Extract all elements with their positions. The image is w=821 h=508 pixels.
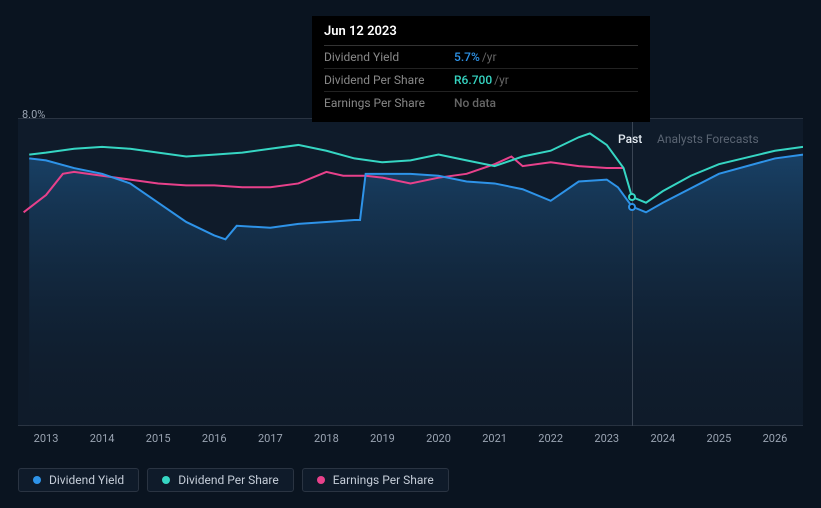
x-axis: 2013 2014 2015 2016 2017 2018 2019 2020 2021 2022… xyxy=(18,432,803,450)
hover-marker xyxy=(628,193,636,201)
tooltip-value: No data xyxy=(454,96,496,110)
legend-item[interactable]: Earnings Per Share xyxy=(302,468,449,492)
region-past-label: Past xyxy=(618,132,642,146)
x-tick: 2024 xyxy=(650,432,675,445)
legend: Dividend Yield Dividend Per Share Earnings… xyxy=(18,468,449,492)
x-tick: 2013 xyxy=(34,432,59,445)
legend-dot-icon xyxy=(162,476,170,484)
x-tick: 2019 xyxy=(370,432,395,445)
tooltip-unit: /yr xyxy=(494,73,509,87)
tooltip-date: Jun 12 2023 xyxy=(324,24,638,46)
chart-lines xyxy=(18,118,803,426)
tooltip-value: R6.700 xyxy=(454,73,492,87)
region-forecast-label: Analysts Forecasts xyxy=(657,132,759,146)
x-tick: 2026 xyxy=(763,432,788,445)
x-tick: 2014 xyxy=(90,432,115,445)
x-tick: 2021 xyxy=(482,432,507,445)
tooltip-row: Dividend Per ShareR6.700/yr xyxy=(324,69,638,92)
x-tick: 2015 xyxy=(146,432,171,445)
x-tick: 2016 xyxy=(202,432,227,445)
tooltip-value: 5.7% xyxy=(454,50,480,64)
tooltip-unit: /yr xyxy=(482,50,497,64)
x-tick: 2018 xyxy=(314,432,339,445)
tooltip-label: Earnings Per Share xyxy=(324,96,454,110)
hover-marker xyxy=(628,203,636,211)
legend-item[interactable]: Dividend Yield xyxy=(18,468,139,492)
x-tick: 2020 xyxy=(426,432,451,445)
x-tick: 2017 xyxy=(258,432,283,445)
tooltip-row: Earnings Per ShareNo data xyxy=(324,92,638,114)
legend-label: Dividend Per Share xyxy=(178,473,279,487)
legend-dot-icon xyxy=(33,476,41,484)
tooltip-label: Dividend Per Share xyxy=(324,73,454,87)
tooltip-label: Dividend Yield xyxy=(324,50,454,64)
tooltip-row: Dividend Yield5.7%/yr xyxy=(324,46,638,69)
tooltip-panel: Jun 12 2023 Dividend Yield5.7%/yrDividen… xyxy=(312,16,650,122)
x-tick: 2022 xyxy=(538,432,563,445)
legend-item[interactable]: Dividend Per Share xyxy=(147,468,294,492)
legend-dot-icon xyxy=(317,476,325,484)
x-tick: 2023 xyxy=(594,432,619,445)
legend-label: Earnings Per Share xyxy=(333,473,434,487)
x-tick: 2025 xyxy=(707,432,732,445)
legend-label: Dividend Yield xyxy=(49,473,124,487)
